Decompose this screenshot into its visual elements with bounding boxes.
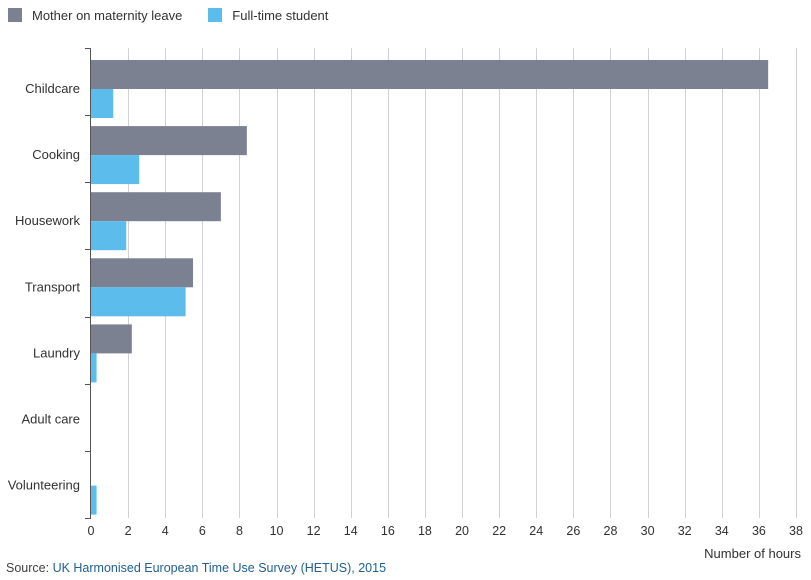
legend-item-mother[interactable]: Mother on maternity leave bbox=[8, 8, 182, 23]
x-tick-label-38: 38 bbox=[789, 524, 803, 538]
x-tick-label-4: 4 bbox=[162, 524, 169, 538]
bar-transport-mother bbox=[91, 258, 194, 288]
x-tick-label-34: 34 bbox=[715, 524, 729, 538]
x-tick-label-28: 28 bbox=[604, 524, 618, 538]
x-tick-label-22: 22 bbox=[492, 524, 506, 538]
category-label-housework: Housework bbox=[15, 213, 81, 228]
x-axis-title: Number of hours bbox=[704, 546, 801, 561]
x-tick-label-14: 14 bbox=[344, 524, 358, 538]
category-label-childcare: Childcare bbox=[25, 81, 80, 96]
x-tick-label-6: 6 bbox=[199, 524, 206, 538]
bar-childcare-student bbox=[91, 89, 114, 118]
category-label-cooking: Cooking bbox=[32, 147, 80, 162]
x-tick-label-20: 20 bbox=[455, 524, 469, 538]
x-tick-label-36: 36 bbox=[752, 524, 766, 538]
legend-label-student: Full-time student bbox=[232, 7, 329, 23]
x-tick-label-26: 26 bbox=[566, 524, 580, 538]
bar-cooking-mother bbox=[91, 126, 247, 156]
x-tick-label-18: 18 bbox=[418, 524, 432, 538]
legend-swatch-mother bbox=[8, 8, 22, 22]
category-label-laundry: Laundry bbox=[33, 345, 80, 360]
legend-swatch-student bbox=[208, 8, 223, 22]
bar-cooking-student bbox=[91, 155, 140, 185]
x-tick-label-24: 24 bbox=[529, 524, 543, 538]
bar-laundry-mother bbox=[91, 324, 132, 354]
category-label-adult-care: Adult care bbox=[21, 412, 80, 427]
bar-laundry-student bbox=[91, 353, 97, 383]
bar-volunteering-student bbox=[91, 485, 97, 515]
x-tick-label-32: 32 bbox=[678, 524, 692, 538]
x-tick-label-8: 8 bbox=[236, 524, 243, 538]
bar-housework-mother bbox=[91, 192, 221, 222]
x-tick-label-12: 12 bbox=[307, 524, 321, 538]
x-tick-label-30: 30 bbox=[641, 524, 655, 538]
category-label-transport: Transport bbox=[25, 279, 81, 294]
legend-label-mother: Mother on maternity leave bbox=[32, 7, 183, 23]
category-label-volunteering: Volunteering bbox=[8, 478, 80, 493]
legend-item-student[interactable]: Full-time student bbox=[208, 8, 328, 23]
x-tick-label-16: 16 bbox=[381, 524, 395, 538]
x-tick-label-10: 10 bbox=[270, 524, 284, 538]
source-prefix: Source: bbox=[6, 561, 53, 575]
source-note: Source: UK Harmonised European Time Use … bbox=[6, 561, 386, 575]
x-tick-label-2: 2 bbox=[125, 524, 132, 538]
source-link[interactable]: UK Harmonised European Time Use Survey (… bbox=[52, 561, 387, 575]
chart-legend: Mother on maternity leave Full-time stud… bbox=[8, 6, 354, 24]
x-tick-label-0: 0 bbox=[88, 524, 95, 538]
bar-transport-student bbox=[91, 287, 186, 317]
bar-childcare-mother bbox=[91, 60, 769, 89]
bar-housework-student bbox=[91, 221, 127, 251]
